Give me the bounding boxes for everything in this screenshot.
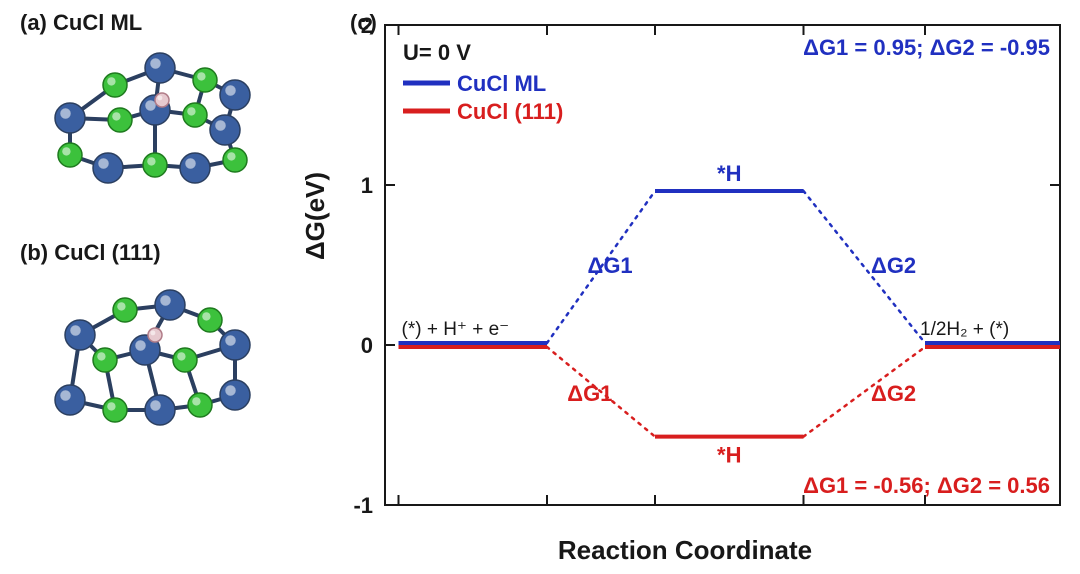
svg-text:0: 0 (361, 333, 373, 358)
structure-panels: (a) CuCl ML (b) CuCl (111) (0, 0, 290, 574)
svg-text:ΔG2: ΔG2 (871, 381, 916, 406)
panel-c-label: (c) (350, 10, 377, 36)
energy-diagram-panel: (c) ΔG(eV) Reaction Coordinate -1012(*) … (290, 0, 1080, 574)
svg-text:ΔG1 = -0.56; ΔG2 = 0.56: ΔG1 = -0.56; ΔG2 = 0.56 (803, 473, 1050, 498)
svg-text:ΔG2: ΔG2 (871, 253, 916, 278)
y-axis-title: ΔG(eV) (300, 172, 331, 260)
svg-text:*H: *H (717, 443, 741, 468)
svg-text:ΔG1 = 0.95; ΔG2 = -0.95: ΔG1 = 0.95; ΔG2 = -0.95 (803, 35, 1050, 60)
svg-text:-1: -1 (353, 493, 373, 518)
chart-svg: -1012(*) + H⁺ + e⁻*H*H1/2H₂ + (*)ΔG1ΔG2Δ… (290, 0, 1080, 574)
panel-b-label: (b) CuCl (111) (20, 240, 161, 266)
panel-a-label: (a) CuCl ML (20, 10, 142, 36)
svg-text:ΔG1: ΔG1 (588, 253, 633, 278)
svg-text:1/2H₂ + (*): 1/2H₂ + (*) (920, 319, 1009, 340)
molecule-svg (0, 0, 290, 560)
svg-text:CuCl ML: CuCl ML (457, 71, 546, 96)
svg-text:CuCl (111): CuCl (111) (457, 99, 563, 124)
svg-text:(*) + H⁺ + e⁻: (*) + H⁺ + e⁻ (402, 319, 510, 340)
svg-text:*H: *H (717, 161, 741, 186)
svg-text:1: 1 (361, 173, 373, 198)
svg-text:U= 0 V: U= 0 V (403, 40, 471, 65)
svg-text:ΔG1: ΔG1 (567, 381, 612, 406)
x-axis-title: Reaction Coordinate (558, 535, 812, 566)
